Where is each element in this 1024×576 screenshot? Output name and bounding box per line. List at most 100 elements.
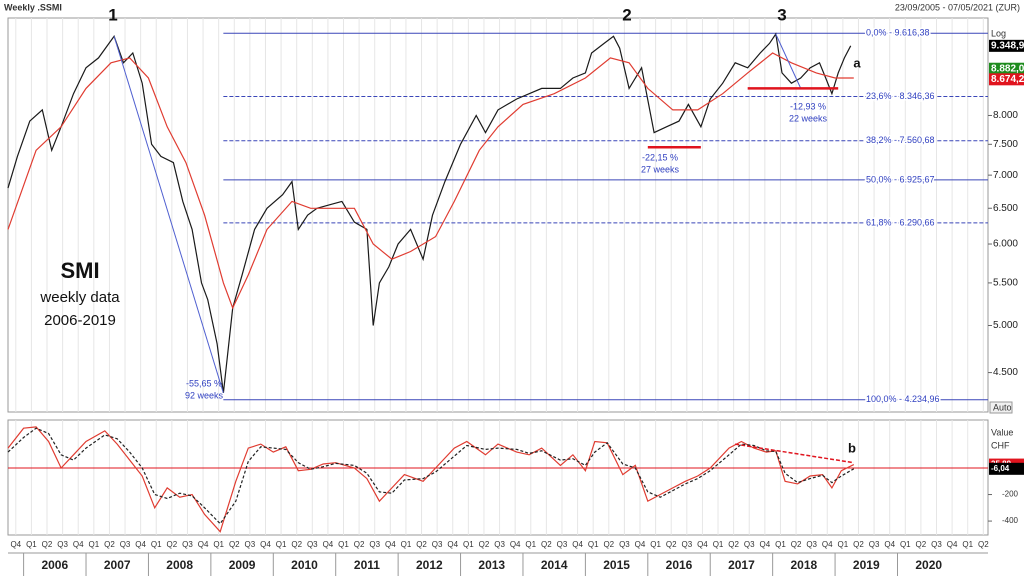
decline-note: 27 weeks [641,164,680,174]
x-tick-label: Q1 [276,540,287,549]
x-tick-label: Q4 [323,540,334,549]
x-tick-label: 2009 [229,558,256,572]
x-tick-label: Q1 [213,540,224,549]
x-tick-label: Q4 [635,540,646,549]
wave-label: 3 [777,5,786,24]
x-tick-label: 2016 [666,558,693,572]
decline-note: -12,93 % [790,101,826,111]
panel-note: 2006-2019 [44,312,116,329]
x-tick-label: Q2 [603,540,614,549]
x-tick-label: Q3 [245,540,256,549]
x-tick-label: Q3 [182,540,193,549]
x-tick-label: 2006 [41,558,68,572]
x-tick-label: Q2 [978,540,989,549]
x-tick-label: 2013 [478,558,505,572]
x-tick-label: Q2 [354,540,365,549]
series-line [7,427,855,525]
panel-heading: SMI [60,258,99,283]
auto-button[interactable] [989,401,1013,414]
x-tick-label: Q1 [88,540,99,549]
price-tag-label: 8.674,26 [991,74,1024,85]
x-tick-label: Q1 [151,540,162,549]
auto-label[interactable]: Auto [993,402,1012,412]
x-tick-label: 2017 [728,558,755,572]
series-line [7,32,852,393]
chart-title: Weekly .SSMI [4,2,62,12]
y-tick-label: 7.500 [993,139,1018,150]
x-tick-label: Q1 [401,540,412,549]
x-tick-label: Q4 [697,540,708,549]
x-tick-label: Q4 [822,540,833,549]
x-tick-label: Q4 [260,540,271,549]
x-tick-label: 2018 [791,558,818,572]
price-tag-label: 8.882,06 [991,63,1024,74]
x-tick-label: Q3 [931,540,942,549]
y-tick-label: -400 [1002,516,1019,525]
x-tick-label: Q4 [572,540,583,549]
x-tick-label: Q2 [229,540,240,549]
price-tag [989,62,1024,75]
x-tick-label: Q2 [42,540,53,549]
x-tick-label: Q4 [947,540,958,549]
x-tick-label: 2011 [354,558,380,572]
decline-note: 92 weeks [185,390,224,400]
y-tick-label: -200 [1002,490,1019,499]
fibonacci-label: 50,0% - 6.925,67 [866,174,935,184]
x-tick-label: 2020 [915,558,942,572]
y-tick-label: 4.500 [993,367,1018,378]
x-tick-label: Q4 [510,540,521,549]
x-tick-label: Q3 [619,540,630,549]
chart-subtitle: 23/09/2005 - 07/05/2021 (ZUR) [895,2,1020,12]
series-line [7,52,854,310]
price-tag-label: -6,04 [991,464,1010,473]
price-tag [989,73,1024,86]
y-tick-label: 6.500 [993,203,1018,214]
x-tick-label: Q1 [525,540,536,549]
x-tick-label: Q2 [666,540,677,549]
x-tick-label: Q3 [557,540,568,549]
oscillator-unit: CHF [991,440,1010,450]
x-tick-label: Q3 [744,540,755,549]
decline-note: -55,65 % [186,378,222,388]
fibonacci-label: 100,0% - 4.234,96 [866,394,940,404]
fibonacci-label: 23,6% - 8.346,36 [866,91,935,101]
x-tick-label: Q2 [853,540,864,549]
x-tick-label: Q2 [416,540,427,549]
x-tick-label: Q1 [26,540,37,549]
point-label: a [853,55,861,70]
x-tick-label: Q4 [760,540,771,549]
x-tick-label: Q1 [838,540,849,549]
trend-line [775,33,802,89]
point-label: b [848,440,856,455]
x-tick-label: Q3 [869,540,880,549]
x-tick-label: Q4 [198,540,209,549]
x-tick-label: 2012 [416,558,443,572]
oscillator-panel [7,419,989,536]
scale-label: Log [991,28,1006,38]
x-tick-label: Q2 [104,540,115,549]
y-tick-label: 5.500 [993,278,1018,289]
y-tick-label: 7.000 [993,170,1018,181]
decline-note: -22,15 % [642,152,678,162]
x-tick-label: Q3 [806,540,817,549]
x-tick-label: Q3 [57,540,68,549]
x-tick-label: Q3 [369,540,380,549]
fibonacci-label: 0,0% - 9.616,38 [866,28,930,38]
x-tick-label: Q1 [588,540,599,549]
x-tick-label: Q1 [338,540,349,549]
panel-note: weekly data [39,289,120,306]
y-tick-label: 6.000 [993,239,1018,250]
oscillator-label: Value [991,427,1013,437]
x-tick-label: Q4 [447,540,458,549]
x-tick-label: Q2 [479,540,490,549]
x-tick-label: Q4 [135,540,146,549]
x-tick-label: Q2 [291,540,302,549]
fibonacci-label: 61,8% - 6.290,66 [866,217,935,227]
x-tick-label: 2010 [291,558,318,572]
price-tag-label: 9.348,93 [991,40,1024,51]
trend-line [113,36,224,394]
wave-label: 1 [108,5,117,24]
x-tick-label: Q1 [713,540,724,549]
